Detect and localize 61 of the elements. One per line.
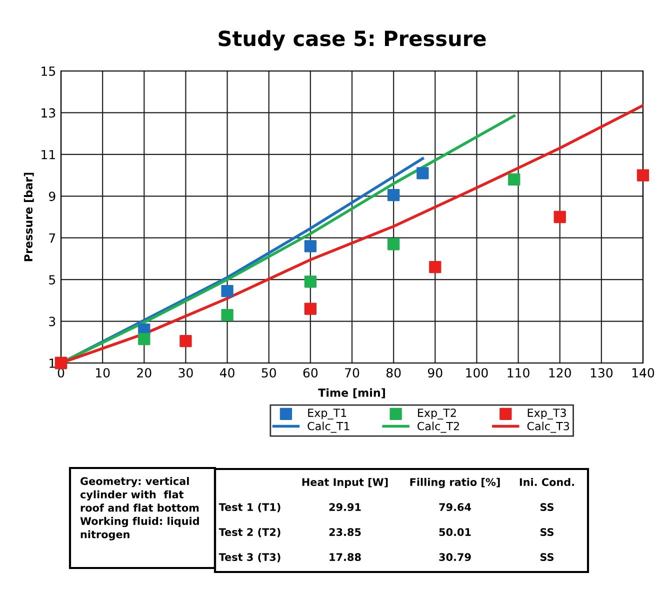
x-tick-label: 120: [549, 368, 571, 378]
x-tick-label: 140: [632, 368, 654, 378]
text: 17.88: [330, 553, 361, 562]
point: [416, 167, 429, 180]
text: Test 3 (T3): [218, 552, 280, 562]
legend-label: Calc_T1: [308, 422, 350, 433]
text: Test 2 (T2): [218, 528, 280, 538]
point: [180, 335, 192, 348]
x-tick-label: 30: [178, 368, 193, 378]
text: Heat Input [W]: [302, 478, 388, 488]
x-axis-title: Time [min]: [318, 388, 385, 398]
text: SS: [540, 503, 554, 512]
point: [554, 210, 566, 224]
text: Test 1 (T1): [218, 502, 280, 512]
y-tick-label: 15: [42, 66, 56, 76]
text: SS: [540, 528, 554, 536]
text: Geometry: vertical cylinder with flat roof and flat bottom Working fluid: liquid nitrogen: [80, 477, 199, 540]
text: 29.91: [329, 503, 361, 512]
legend-label: Exp_T2: [418, 408, 456, 420]
legend-label: Exp_T3: [528, 408, 566, 420]
x-tick-label: 130: [590, 368, 613, 378]
text: SS: [540, 553, 554, 562]
x-tick-label: 70: [345, 368, 360, 378]
legend-label: Exp_T1: [308, 408, 346, 420]
text: Ini. Cond.: [520, 478, 574, 486]
y-axis-title: Pressure [bar]: [24, 172, 34, 262]
x-tick-label: 50: [262, 368, 276, 378]
point: [508, 173, 520, 186]
y-tick-label: 7: [49, 233, 56, 243]
text: Filling ratio [%]: [410, 478, 500, 488]
point: [221, 308, 234, 322]
point: [636, 169, 650, 182]
point: [138, 332, 150, 346]
point: [387, 238, 400, 250]
y-tick-label: 5: [49, 275, 56, 284]
point: [429, 260, 442, 274]
x-tick-label: 60: [303, 368, 318, 378]
x-tick-label: 10: [96, 368, 110, 378]
point: [304, 302, 317, 315]
x-tick-label: 80: [386, 368, 401, 378]
text: 79.64: [439, 503, 471, 512]
y-tick-label: 9: [48, 192, 56, 202]
x-tick-label: 40: [220, 368, 234, 378]
legend-label: Calc_T2: [418, 422, 459, 433]
point: [304, 240, 317, 252]
y-tick-label: 11: [42, 150, 55, 160]
point: [387, 189, 400, 202]
point: [304, 276, 317, 288]
y-tick-label: 13: [42, 108, 56, 118]
text: 23.85: [329, 528, 361, 536]
legend-label: Calc_T3: [527, 422, 570, 433]
text: 50.01: [439, 528, 471, 536]
x-tick-label: 20: [137, 368, 152, 378]
x-tick-label: 100: [466, 368, 488, 378]
y-tick-label: 3: [49, 316, 56, 326]
chart-title: Study case 5: Pressure: [218, 30, 486, 50]
text: 30.79: [439, 553, 471, 562]
x-tick-label: 90: [428, 368, 442, 378]
x-tick-label: 110: [508, 368, 530, 378]
y-tick-label: 1: [50, 358, 55, 368]
point: [221, 284, 234, 298]
